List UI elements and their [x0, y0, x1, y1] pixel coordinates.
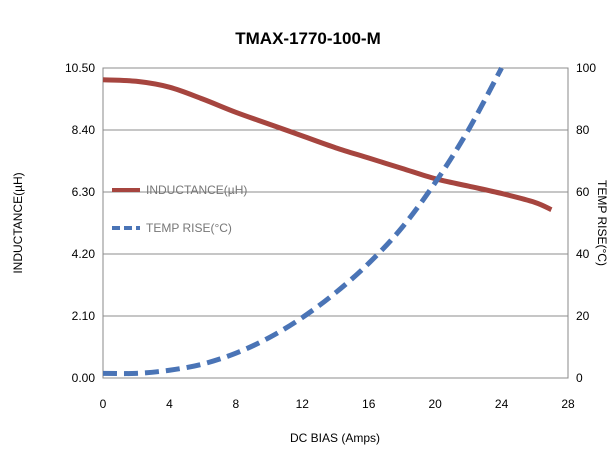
x-tick-label: 0 — [100, 397, 107, 411]
y-right-tick-label: 100 — [576, 61, 596, 75]
legend-label-temp-rise: TEMP RISE(°C) — [146, 221, 232, 235]
chart-title: TMAX-1770-100-M — [235, 29, 381, 48]
legend: INDUCTANCE(µH) TEMP RISE(°C) — [112, 183, 247, 235]
x-axis-title: DC BIAS (Amps) — [290, 431, 380, 445]
y-right-tick-label: 40 — [576, 247, 590, 261]
x-tick-label: 24 — [495, 397, 509, 411]
series-group — [102, 66, 553, 377]
y-left-tick-label: 6.30 — [72, 185, 96, 199]
x-tick-label: 4 — [166, 397, 173, 411]
series-line-inductance — [102, 77, 553, 212]
x-tick-label: 20 — [428, 397, 442, 411]
x-tick-label: 8 — [233, 397, 240, 411]
x-tick-label: 12 — [296, 397, 310, 411]
y-left-tick-label: 10.50 — [65, 61, 95, 75]
y-right-tick-label: 80 — [576, 123, 590, 137]
y-right-tick-label: 20 — [576, 309, 590, 323]
tick-labels: 0.00 2.10 4.20 6.30 8.40 10.50 0 20 40 60 80 100 0 4 8… — [65, 61, 596, 411]
legend-label-inductance: INDUCTANCE(µH) — [146, 183, 247, 197]
x-tick-label: 28 — [561, 397, 575, 411]
y-right-axis-title: TEMP RISE(°C) — [595, 180, 609, 266]
y-right-tick-label: 60 — [576, 185, 590, 199]
y-right-tick-label: 0 — [576, 371, 583, 385]
y-left-tick-label: 0.00 — [72, 371, 96, 385]
series-line-temp-rise — [102, 66, 504, 377]
y-left-tick-label: 2.10 — [72, 309, 96, 323]
y-left-tick-label: 8.40 — [72, 123, 96, 137]
y-left-tick-label: 4.20 — [72, 247, 96, 261]
y-left-axis-title: INDUCTANCE(µH) — [11, 172, 25, 273]
x-tick-label: 16 — [362, 397, 376, 411]
